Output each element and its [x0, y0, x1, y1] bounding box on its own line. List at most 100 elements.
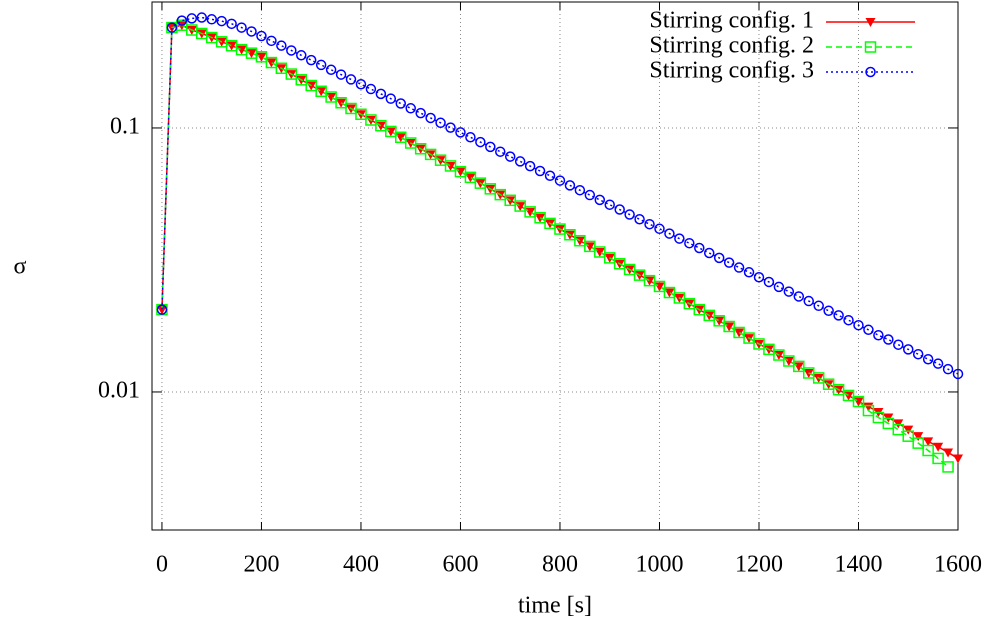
marker: [465, 132, 476, 143]
marker: [952, 368, 964, 380]
marker: [664, 228, 675, 239]
marker: [475, 136, 486, 148]
marker: [435, 117, 446, 129]
marker: [793, 360, 805, 373]
marker: [534, 165, 546, 177]
marker: [345, 74, 357, 85]
x-tick-label: 1000: [635, 552, 683, 578]
marker: [266, 58, 277, 68]
marker: [683, 297, 696, 310]
marker: [733, 262, 745, 273]
marker: [296, 50, 307, 61]
marker: [912, 437, 924, 449]
marker: [564, 180, 576, 191]
marker: [773, 349, 785, 361]
marker: [375, 88, 387, 100]
marker: [932, 452, 944, 465]
x-axis-label: time [s]: [518, 593, 592, 619]
marker: [674, 233, 685, 244]
marker: [375, 119, 387, 132]
marker: [913, 432, 924, 442]
marker: [405, 103, 416, 114]
marker: [246, 26, 257, 37]
marker: [186, 13, 198, 24]
marker: [226, 41, 237, 51]
marker: [643, 274, 656, 287]
marker: [892, 423, 905, 436]
marker: [465, 173, 476, 183]
marker: [862, 404, 875, 417]
marker: [504, 151, 516, 162]
marker: [654, 223, 665, 235]
marker: [723, 257, 735, 268]
marker: [614, 204, 625, 215]
marker: [813, 300, 824, 312]
marker: [943, 448, 954, 458]
marker: [156, 305, 167, 315]
marker: [743, 332, 755, 344]
marker: [694, 242, 705, 254]
marker: [455, 127, 466, 138]
marker: [953, 454, 963, 464]
x-tick-label: 0: [156, 552, 168, 578]
legend-label: Stirring config. 2: [649, 33, 814, 59]
marker: [256, 30, 267, 42]
marker: [355, 79, 367, 90]
marker: [922, 444, 934, 457]
marker: [833, 310, 844, 321]
marker: [246, 49, 257, 59]
marker: [485, 141, 496, 153]
marker: [842, 389, 855, 402]
marker: [613, 257, 626, 270]
marker: [634, 214, 645, 225]
marker: [395, 98, 407, 109]
legend-marker: [865, 18, 876, 27]
marker: [882, 417, 895, 430]
marker: [873, 329, 884, 341]
marker: [345, 102, 357, 115]
marker: [434, 154, 447, 166]
series-line: [161, 24, 949, 468]
marker: [156, 304, 168, 315]
marker: [216, 15, 227, 27]
marker: [853, 319, 864, 331]
marker: [415, 107, 426, 119]
plot-border: [151, 1, 959, 531]
x-tick-label: 400: [343, 552, 379, 578]
marker: [664, 288, 675, 298]
marker: [922, 354, 934, 365]
marker: [335, 69, 347, 80]
marker: [734, 328, 745, 338]
marker: [524, 206, 536, 218]
marker: [763, 276, 775, 288]
marker: [424, 148, 437, 161]
marker: [803, 295, 814, 307]
marker: [404, 137, 417, 149]
marker: [743, 267, 755, 278]
marker: [644, 218, 655, 230]
marker: [544, 170, 556, 182]
marker: [484, 183, 497, 195]
marker: [335, 96, 347, 109]
marker: [166, 22, 178, 33]
marker: [713, 252, 725, 264]
legend-label: Stirring config. 3: [649, 58, 814, 84]
marker: [275, 62, 288, 75]
marker: [942, 363, 954, 375]
marker: [425, 112, 436, 124]
x-tick-label: 1600: [934, 552, 982, 578]
marker: [176, 15, 188, 26]
y-tick-label: 0.1: [110, 113, 140, 139]
y-tick-label: 0.01: [98, 377, 140, 403]
marker: [933, 442, 944, 452]
marker: [773, 281, 785, 293]
marker: [266, 35, 277, 47]
marker: [893, 339, 904, 350]
marker: [923, 437, 934, 447]
marker: [912, 348, 924, 360]
marker: [872, 411, 885, 424]
marker: [385, 125, 397, 138]
x-tick-label: 600: [442, 552, 478, 578]
marker: [843, 314, 854, 326]
